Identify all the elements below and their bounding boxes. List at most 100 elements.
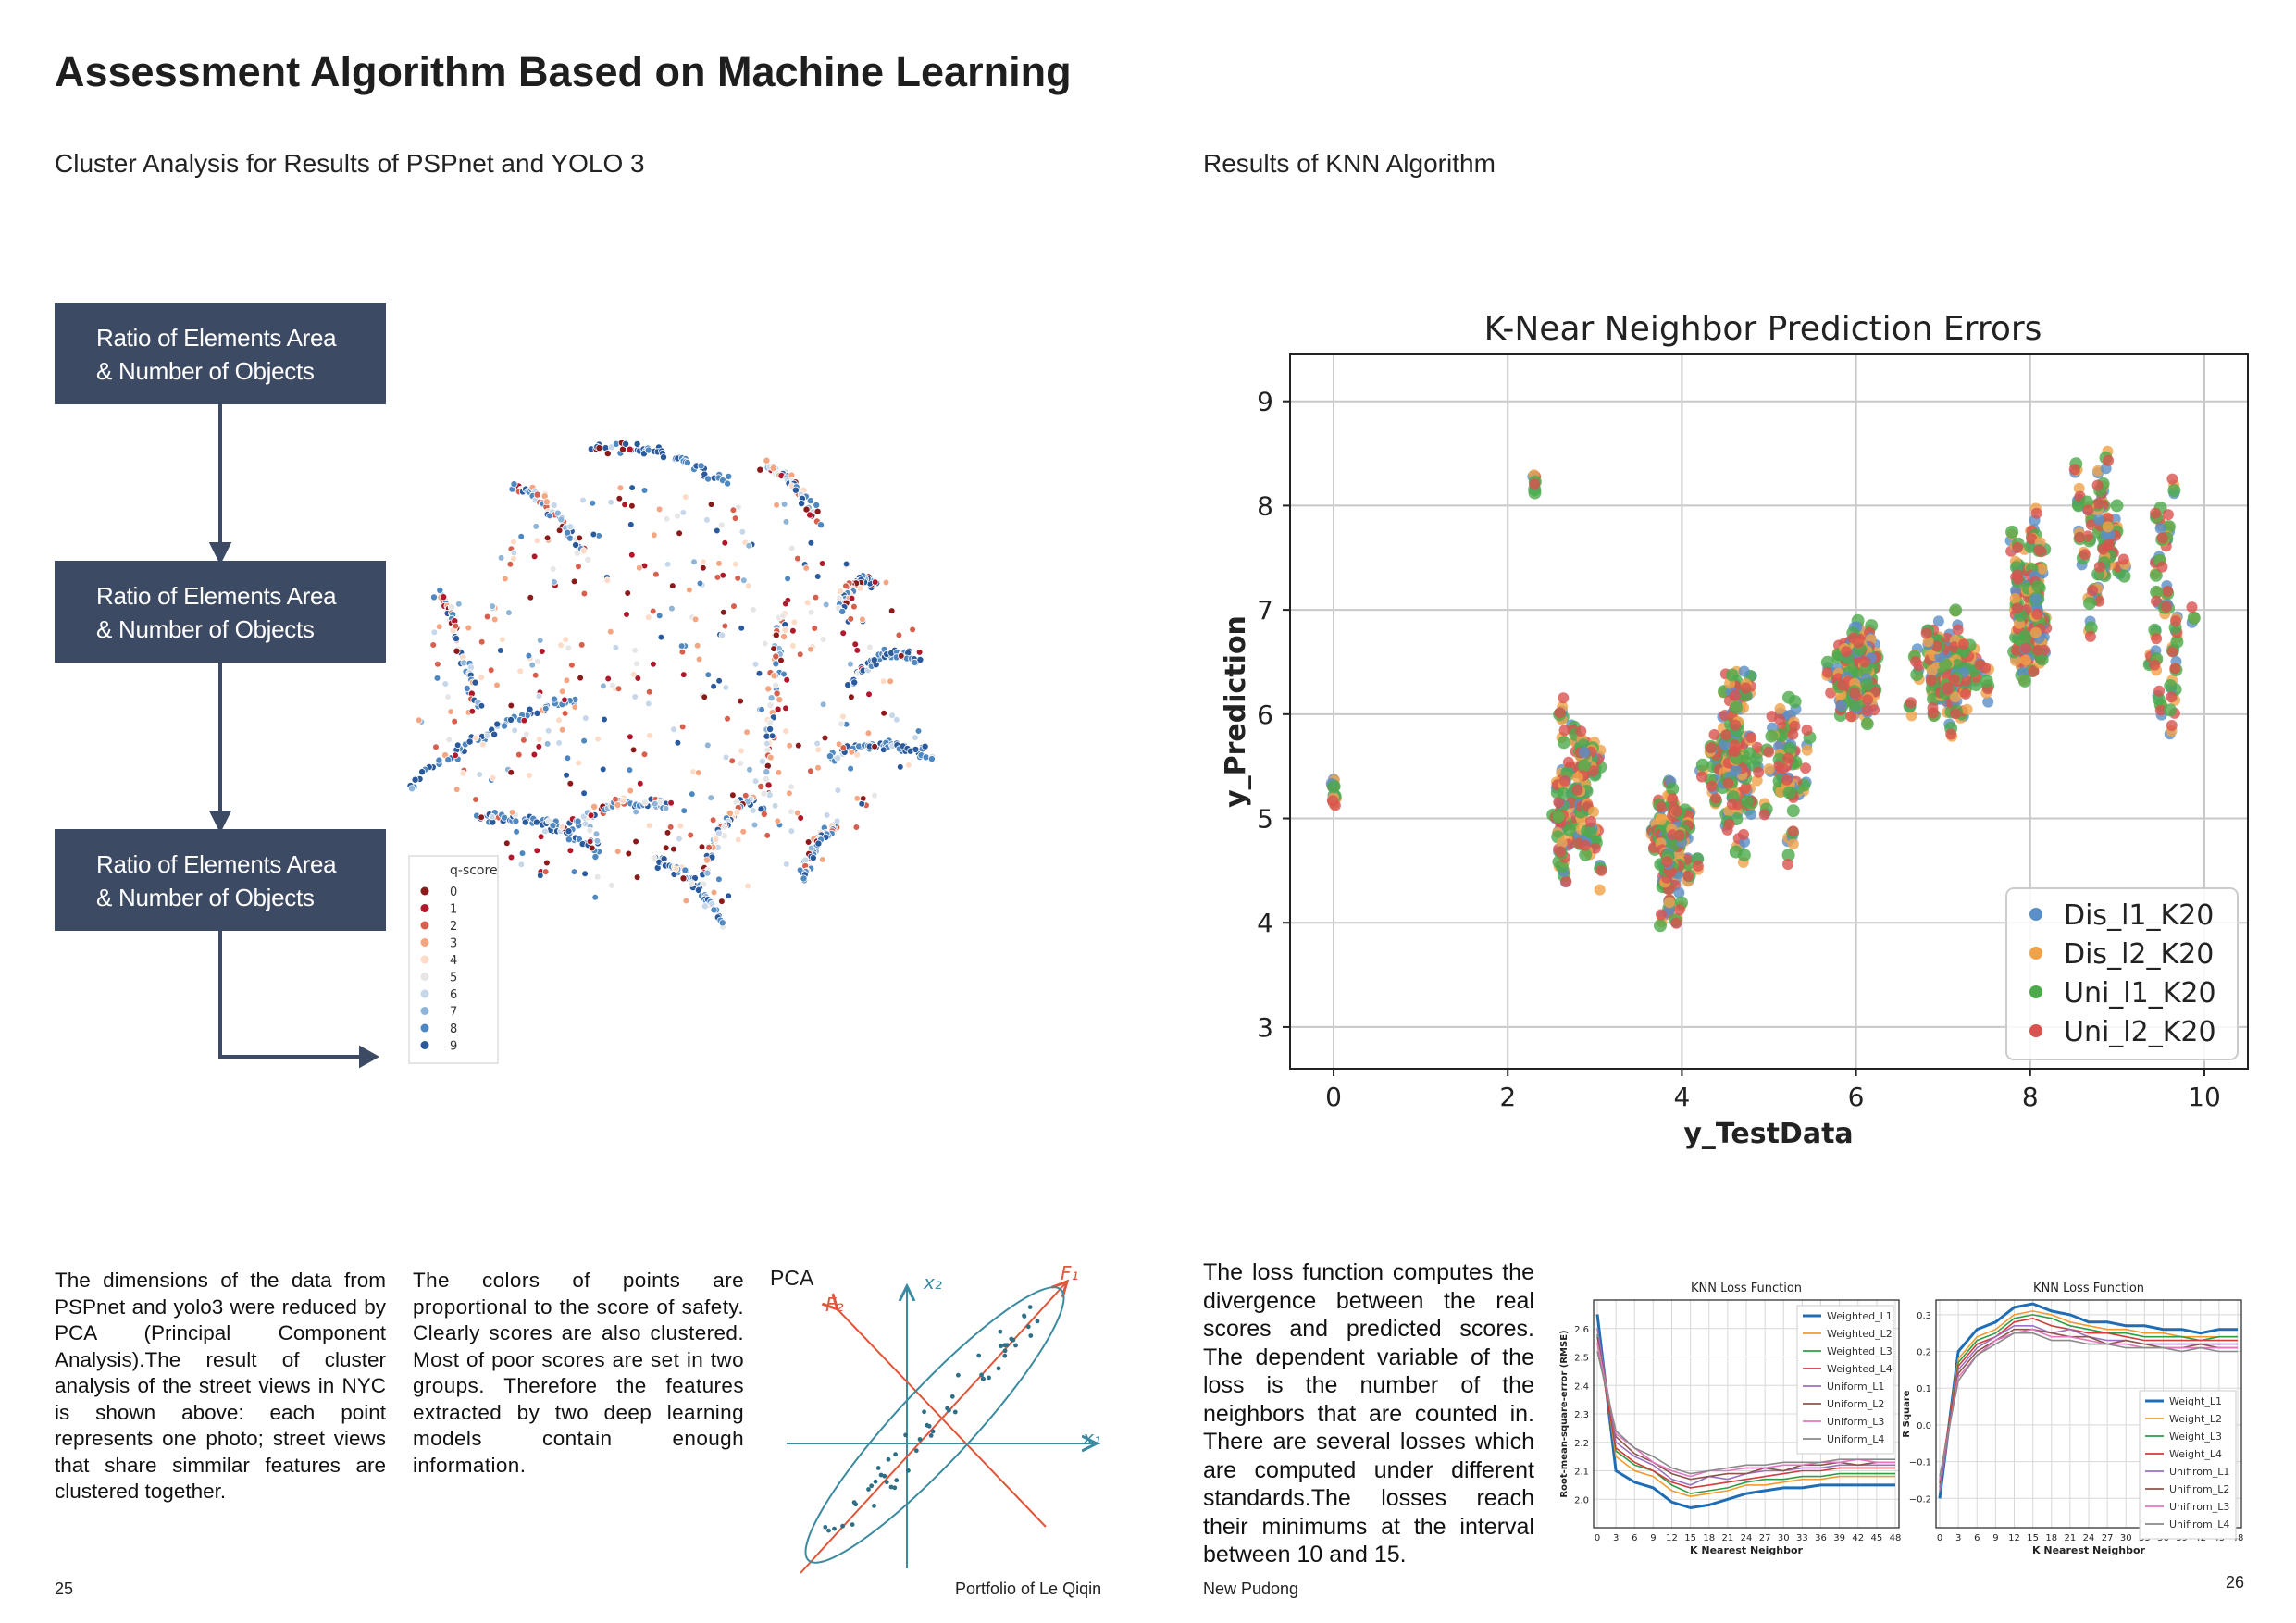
loss-xtick-label: 21 <box>2065 1533 2077 1543</box>
knn-point <box>1558 725 1570 737</box>
tsne-point <box>632 837 639 846</box>
tsne-legend-marker <box>420 1007 429 1015</box>
tsne-legend-label: 7 <box>450 1006 457 1020</box>
pca-point <box>875 1466 881 1470</box>
pca-point <box>987 1375 991 1381</box>
loss-xtick-label: 15 <box>2027 1533 2039 1543</box>
knn-point <box>1558 692 1570 704</box>
knn-point <box>2162 509 2174 521</box>
knn-point <box>1595 864 1607 876</box>
loss-series-line <box>1596 1351 1895 1475</box>
knn-point <box>2093 514 2105 526</box>
knn-point <box>1926 664 1938 676</box>
tsne-point <box>775 769 783 776</box>
knn-point <box>1551 810 1565 824</box>
tsne-point <box>472 734 479 742</box>
pca-data-points <box>823 1305 1040 1533</box>
knn-point <box>1556 837 1568 849</box>
tsne-point <box>721 622 729 630</box>
loss-xtick-label: 3 <box>1955 1533 1961 1543</box>
knn-points <box>1325 445 2201 933</box>
knn-point <box>1949 691 1961 703</box>
tsne-point <box>771 802 779 810</box>
flow-arrows <box>208 404 380 1069</box>
pca-point <box>980 1376 986 1381</box>
tsne-legend-marker <box>420 1041 429 1049</box>
tsne-point <box>724 479 732 488</box>
knn-ytick-label: 4 <box>1257 908 1273 938</box>
tsne-point <box>564 754 572 762</box>
tsne-point <box>582 714 590 722</box>
tsne-point <box>664 560 672 568</box>
tsne-legend-title: q-score <box>450 863 498 878</box>
tsne-point <box>859 615 866 624</box>
tsne-point <box>587 812 595 820</box>
knn-point <box>1781 774 1793 786</box>
tsne-point <box>728 757 737 765</box>
knn-point <box>1957 638 1969 650</box>
knn-prediction-errors-chart: K-Near Neighbor Prediction Errors 0 2 4 6 8 1… <box>1220 310 2249 1150</box>
tsne-point <box>452 751 459 760</box>
knn-point <box>1782 786 1796 799</box>
loss-ytick-label: −0.1 <box>1909 1458 1931 1468</box>
tsne-point <box>411 775 419 784</box>
loss-xtick-label: 39 <box>1833 1533 1845 1543</box>
knn-point <box>2154 523 2166 534</box>
knn-point <box>2031 608 2043 620</box>
tsne-point <box>705 843 713 851</box>
knn-point <box>1696 771 1707 783</box>
tsne-legend-label: 1 <box>450 903 457 917</box>
tsne-point <box>766 753 775 762</box>
tsne-point <box>649 607 657 615</box>
tsne-point <box>755 669 763 677</box>
tsne-point <box>593 837 602 845</box>
tsne-point <box>525 651 533 660</box>
flow-box-2-line2: & Number of Objects <box>96 615 315 643</box>
tsne-point <box>541 827 549 836</box>
tsne-point <box>758 706 765 713</box>
tsne-legend-label: 8 <box>450 1022 457 1036</box>
pca-point <box>853 1502 858 1507</box>
knn-point <box>1763 763 1775 775</box>
tsne-point <box>489 602 496 610</box>
loss-ytick-label: 2.5 <box>1574 1354 1589 1364</box>
knn-point <box>2087 585 2098 597</box>
pca-f1-axis <box>800 1282 1067 1574</box>
knn-point <box>1820 655 1834 669</box>
tsne-point <box>700 558 707 566</box>
tsne-point <box>704 671 713 679</box>
tsne-point <box>555 716 563 725</box>
tsne-point <box>757 782 765 790</box>
tsne-point <box>511 726 518 735</box>
knn-point <box>1594 884 1606 896</box>
knn-ytick-label: 6 <box>1257 700 1273 730</box>
tsne-point <box>782 861 790 868</box>
tsne-point <box>533 709 541 717</box>
tsne-point <box>534 658 541 665</box>
tsne-point <box>707 501 715 508</box>
loss-ytick-label: 0.2 <box>1917 1348 1931 1358</box>
knn-point <box>1327 780 1340 794</box>
tsne-point <box>734 836 742 844</box>
tsne-point <box>813 573 822 580</box>
loss-xtick-label: 12 <box>2008 1533 2020 1543</box>
pca-point <box>1022 1313 1026 1319</box>
tsne-point <box>570 868 578 875</box>
loss-legend-label: Weighted_L4 <box>1827 1363 1893 1375</box>
tsne-point <box>670 725 677 734</box>
tsne-point <box>535 692 543 700</box>
knn-point <box>2167 484 2181 497</box>
pca-point <box>906 1468 911 1473</box>
knn-point <box>1725 668 1739 682</box>
tsne-point <box>604 675 613 683</box>
loss-xtick-label: 6 <box>1974 1533 1980 1543</box>
tsne-point <box>839 629 848 638</box>
tsne-point <box>791 486 800 494</box>
tsne-point <box>839 744 848 751</box>
tsne-point <box>750 606 757 613</box>
tsne-point <box>688 790 696 798</box>
tsne-point <box>701 902 709 911</box>
loss-legend-label: Uniform_L3 <box>1827 1416 1884 1428</box>
tsne-point <box>581 870 589 878</box>
tsne-point <box>888 712 896 720</box>
